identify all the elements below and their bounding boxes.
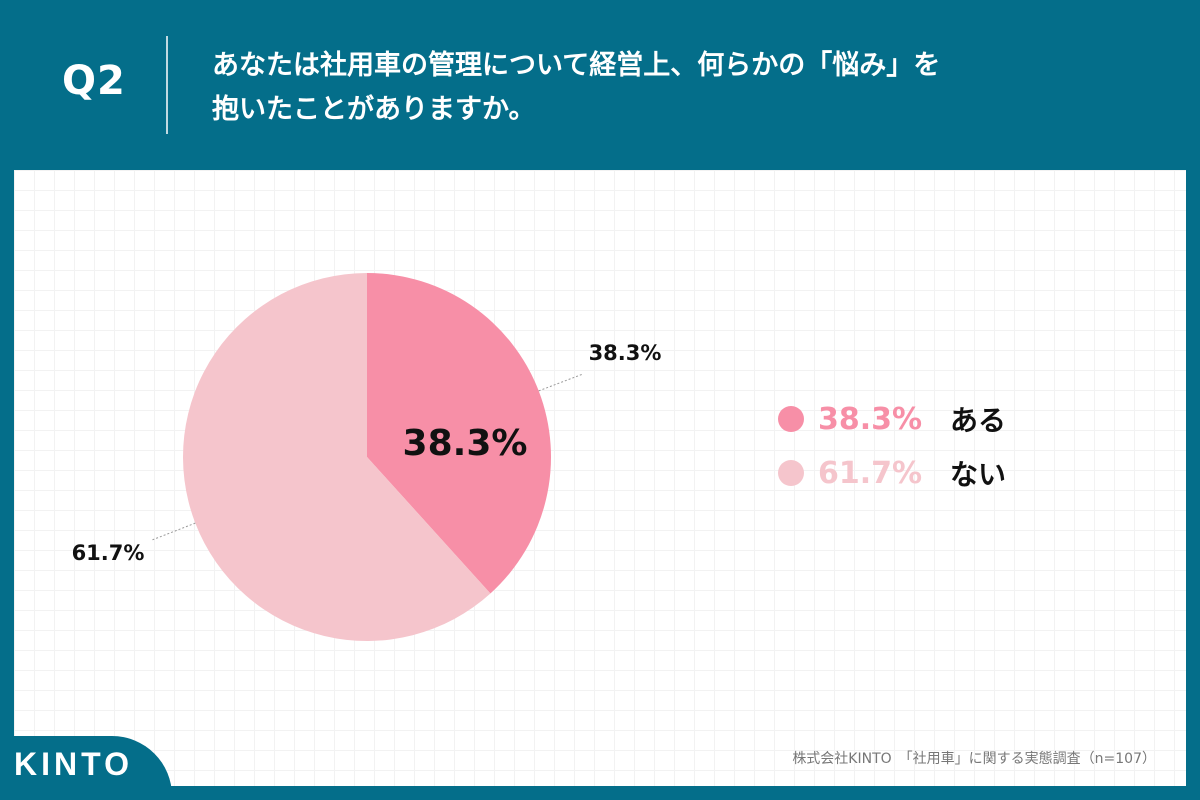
pie-slice-0	[367, 273, 552, 594]
legend-swatch-nai	[778, 460, 804, 486]
legend-name-aru: ある	[950, 404, 1007, 437]
leader-line-0	[538, 373, 584, 392]
question-line-1: あなたは社用車の管理について経営上、何らかの「悩み」を	[212, 50, 941, 81]
kinto-logo: KINTO	[14, 746, 133, 782]
source-note: 株式会社KINTO 「社用車」に関する実態調査（n=107）	[792, 751, 1156, 767]
legend-item-nai: 61.7% ない	[778, 446, 1006, 500]
legend-name-nai: ない	[950, 458, 1007, 491]
header-divider	[166, 36, 168, 134]
question-line-2: 抱いたことがありますか。	[212, 94, 536, 125]
legend-pct-aru: 38.3%	[818, 401, 923, 437]
leader-line-1	[151, 522, 196, 541]
legend-item-aru: 38.3% ある	[778, 392, 1006, 446]
legend-swatch-aru	[778, 406, 804, 432]
header: Q2 あなたは社用車の管理について経営上、何らかの「悩み」を 抱いたことがありま…	[0, 0, 1200, 168]
slice-label-0: 38.3%	[589, 341, 662, 365]
legend: 38.3% ある 61.7% ない	[778, 392, 1006, 500]
slice-label-1: 61.7%	[72, 541, 145, 565]
question-number: Q2	[62, 58, 126, 104]
legend-pct-nai: 61.7%	[818, 455, 923, 491]
question-text: あなたは社用車の管理について経営上、何らかの「悩み」を 抱いたことがありますか。	[212, 44, 940, 132]
pie-slice-1	[183, 273, 491, 641]
logo-tab	[0, 736, 172, 800]
slice-inner-label: 38.3%	[403, 423, 528, 464]
